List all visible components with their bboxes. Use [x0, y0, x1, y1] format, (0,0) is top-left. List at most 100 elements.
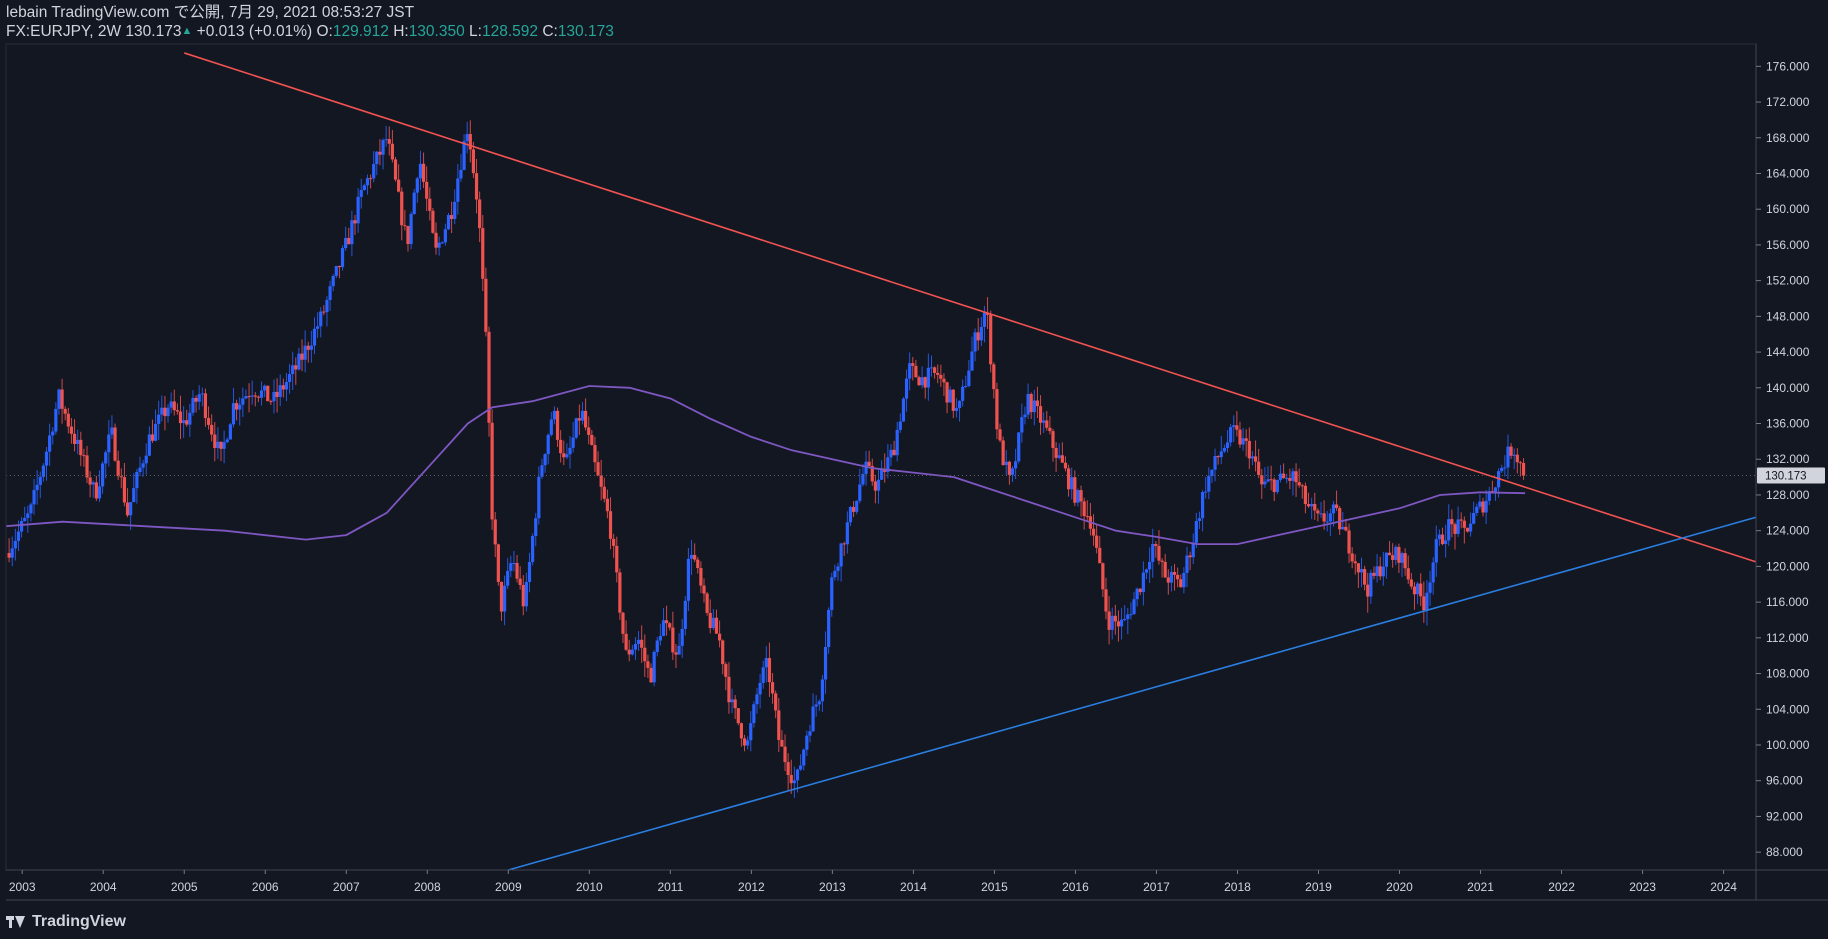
price-axis[interactable]: 88.000 92.000 96.000 100.000 104.000 108.000 1… [1756, 59, 1810, 859]
candle-down [1235, 425, 1239, 430]
candle-up [228, 424, 232, 440]
candle-down [1297, 482, 1301, 486]
candle-up [926, 367, 930, 388]
candle-up [1210, 469, 1214, 476]
candle-down [851, 506, 856, 512]
candle-down [487, 331, 491, 423]
close-label: C: [542, 23, 558, 40]
candle-down [88, 477, 92, 485]
candle-down [1294, 471, 1298, 483]
candle-down [1176, 574, 1180, 580]
tradingview-logo-icon [6, 916, 26, 928]
candle-up [811, 706, 815, 732]
time-tick-label: 2010 [576, 880, 603, 894]
candle-up [1026, 393, 1030, 415]
resistance-trendline[interactable] [183, 52, 1757, 563]
candle-down [425, 181, 429, 199]
price-tick-label: 92.000 [1766, 809, 1803, 823]
candle-down [1238, 429, 1242, 445]
support-trendline[interactable] [508, 516, 1757, 871]
publish-info: lebain TradingView.com で公開, 7月 29, 2021 … [6, 4, 415, 21]
candle-down [175, 410, 179, 412]
candle-down [1138, 588, 1142, 593]
candle-up [169, 401, 173, 408]
price-tick-label: 152.000 [1766, 274, 1810, 288]
candle-down [219, 441, 223, 449]
candle-up [412, 192, 416, 214]
time-tick-label: 2005 [171, 880, 198, 894]
candle-up [1484, 500, 1488, 513]
candle-down [178, 411, 183, 424]
candle-up [459, 169, 463, 179]
candle-down [471, 149, 476, 174]
candle-down [1481, 501, 1485, 513]
candle-up [1225, 442, 1230, 449]
candle-down [1306, 504, 1311, 507]
candle-down [989, 314, 993, 365]
candle-up [527, 562, 532, 582]
candle-up [135, 471, 139, 489]
candle-up [982, 312, 987, 327]
candle-down [1079, 490, 1083, 502]
time-tick-label: 2013 [819, 880, 846, 894]
candle-down [1001, 440, 1005, 465]
candle-down [390, 143, 394, 160]
price-tick-label: 148.000 [1766, 309, 1810, 323]
candle-down [266, 385, 270, 402]
candle-down [767, 658, 772, 683]
candle-up [1191, 542, 1195, 558]
candle-up [1010, 468, 1015, 475]
candle-down [608, 511, 613, 539]
low-value: 128.592 [481, 23, 538, 40]
candle-down [421, 163, 426, 182]
candle-down [911, 363, 915, 366]
symbol-label[interactable]: FX:EURJPY, 2W 130.173 [6, 23, 182, 40]
candle-down [783, 746, 787, 763]
candle-down [739, 723, 743, 739]
candle-up [1434, 539, 1438, 563]
candle-down [596, 462, 600, 476]
candle-down [559, 439, 563, 454]
time-tick-label: 2020 [1386, 880, 1413, 894]
time-axis[interactable]: 2003 2004 2005 2006 2007 2008 2009 2010 2011 2012… [9, 870, 1737, 894]
candle-down [1334, 504, 1339, 509]
footer-brand: TradingView [6, 913, 126, 931]
candle-down [998, 429, 1002, 441]
candle-up [272, 391, 276, 402]
candle-down [116, 460, 120, 477]
candle-up [1493, 487, 1498, 492]
candle-down [119, 476, 123, 478]
candle-up [833, 570, 837, 578]
candle-up [57, 389, 61, 409]
candle-up [711, 617, 715, 628]
candle-down [736, 708, 740, 724]
candle-up [356, 196, 360, 224]
candle-up [250, 395, 254, 397]
candle-down [63, 408, 67, 414]
candle-down [1450, 519, 1454, 525]
candle-down [1107, 611, 1111, 630]
candle-down [914, 365, 918, 378]
candle-up [1110, 615, 1114, 630]
candle-down [69, 426, 74, 434]
candle-up [325, 299, 329, 313]
candle-up [291, 365, 295, 375]
symbol-info-line: FX:EURJPY, 2W 130.173▲ +0.013 (+0.01%) O… [6, 22, 614, 41]
price-tick-label: 116.000 [1766, 595, 1809, 609]
candle-down [1440, 534, 1445, 545]
candle-down [1113, 615, 1117, 622]
candle-down [1063, 462, 1068, 469]
candle-down [294, 365, 298, 370]
candle-up [1319, 513, 1323, 515]
price-tick-label: 104.000 [1766, 702, 1810, 716]
candle-down [347, 237, 351, 245]
candle-up [1310, 503, 1314, 507]
candle-up [1204, 491, 1208, 493]
candle-up [44, 451, 49, 466]
candle-down [1303, 485, 1308, 505]
candle-down [873, 481, 877, 491]
candle-up [29, 504, 33, 514]
candle-up [848, 506, 853, 523]
candle-up [1506, 446, 1510, 468]
